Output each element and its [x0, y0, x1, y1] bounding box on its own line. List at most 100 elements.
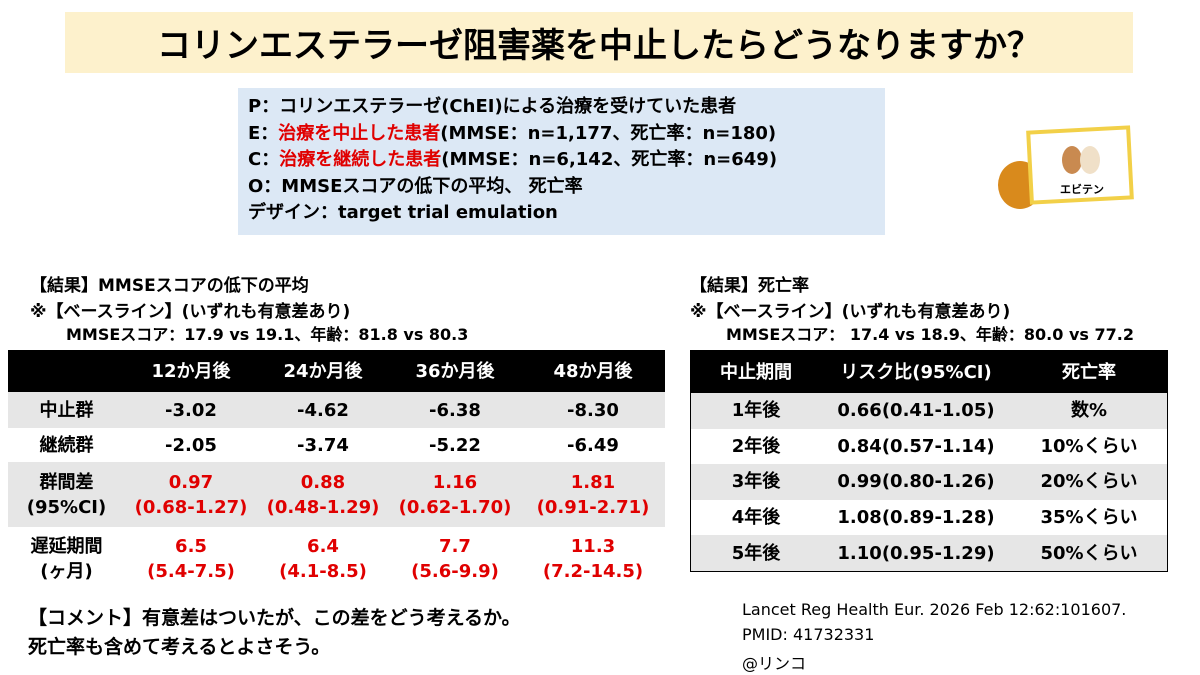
cell-text: (0.91-2.71) [536, 496, 650, 518]
table-cell: -2.05 [125, 428, 257, 462]
right-heading: 【結果】死亡率 [690, 276, 809, 296]
logo-shape [1062, 146, 1082, 174]
table-cell: 5年後 [731, 542, 781, 564]
table-cell: -5.22 [389, 428, 521, 462]
table-cell: -4.62 [257, 392, 389, 428]
table-cell: 1.08(0.89-1.28) [837, 507, 995, 529]
left-baseline-detail: MMSEスコア：17.9 vs 19.1、年齢：81.8 vs 80.3 [66, 325, 469, 344]
comment-line: 【コメント】有意差はついたが、この差をどう考えるか。 [28, 607, 521, 629]
table-cell: 1.16 (0.62-1.70) [389, 462, 521, 527]
column-header: 36か月後 [415, 360, 495, 382]
table-cell: -3.74 [257, 428, 389, 462]
table-cell: 1年後 [731, 400, 781, 422]
row-label: 継続群 [8, 428, 125, 462]
left-baseline: ※【ベースライン】(いずれも有意差あり) [30, 302, 351, 322]
cell-text: 0.88 [300, 471, 346, 493]
cell-text: 11.3 [570, 535, 616, 557]
table-cell: 3年後 [731, 471, 781, 493]
pico-text: O：MMSEスコアの低下の平均、 死亡率 [248, 175, 583, 197]
cell-text: (5.4-7.5) [147, 560, 235, 582]
cell-text: 0.97 [168, 471, 214, 493]
pico-line: C：治療を継続した患者(MMSE：n=6,142、死亡率：n=649) [248, 147, 885, 174]
row-label-text: (ヶ月) [40, 560, 93, 582]
table-cell: 6.4 (4.1-8.5) [257, 527, 389, 590]
citation-line: Lancet Reg Health Eur. 2026 Feb 12:62:10… [742, 600, 1127, 619]
table-row [8, 428, 665, 462]
row-label-text: 継続群 [39, 434, 94, 456]
cell-text: -6.38 [429, 399, 481, 421]
column-header: 48か月後 [553, 360, 633, 382]
column-header: 24か月後 [283, 360, 363, 382]
cell-text: -2.05 [165, 434, 217, 456]
right-baseline-detail: MMSEスコア： 17.4 vs 18.9、年齢：80.0 vs 77.2 [726, 325, 1134, 344]
pico-box: P：コリンエステラーゼ(ChEI)による治療を受けていた患者 E：治療を中止した… [238, 88, 885, 235]
table-cell: 1.10(0.95-1.29) [837, 542, 995, 564]
table-cell: 0.66(0.41-1.05) [837, 400, 995, 422]
cell-text: -3.02 [165, 399, 217, 421]
cell-text: (4.1-8.5) [279, 560, 367, 582]
pico-line: E：治療を中止した患者(MMSE：n=1,177、死亡率：n=180) [248, 121, 885, 148]
header-row [8, 350, 665, 392]
header-row [691, 351, 1167, 393]
table-cell: -6.49 [521, 428, 665, 462]
title: コリンエステラーゼ阻害薬を中止したらどうなりますか？ [157, 26, 1041, 66]
cell-text: 6.4 [307, 535, 339, 557]
table-row [691, 535, 1167, 571]
pico-text: 治療を中止した患者 [278, 122, 441, 144]
table-row [691, 464, 1167, 500]
table-cell: 10%くらい [1040, 435, 1138, 457]
pico-line: P：コリンエステラーゼ(ChEI)による治療を受けていた患者 [248, 94, 885, 121]
table-cell: 0.97 (0.68-1.27) [125, 462, 257, 527]
table-cell: -8.30 [521, 392, 665, 428]
column-header: 中止期間 [720, 361, 792, 383]
pico-text: コリンエステラーゼ(ChEI)による治療を受けていた患者 [279, 96, 737, 117]
cell-text: (0.48-1.29) [266, 496, 380, 518]
row-label: 遅延期間 (ヶ月) [8, 527, 125, 590]
row-label: 中止群 [8, 392, 125, 428]
left-table: 12か月後 24か月後 36か月後 48か月後中止群 -3.02 -4.62 -6.38 -8… [8, 350, 665, 590]
cell-text: (7.2-14.5) [542, 560, 644, 582]
table-row [8, 392, 665, 428]
row-label-text: 中止群 [39, 399, 94, 421]
logo-shape [1080, 146, 1100, 174]
table-cell: 2年後 [731, 435, 781, 457]
table-cell: 11.3 (7.2-14.5) [521, 527, 665, 590]
cell-text: 6.5 [175, 535, 207, 557]
table-cell: -3.02 [125, 392, 257, 428]
pico-text: P： [248, 96, 280, 117]
pico-text: (MMSE：n=6,142、死亡率：n=649) [441, 149, 778, 170]
row-label-text: 遅延期間 [30, 535, 103, 557]
citation-line: @リンコ [742, 654, 807, 673]
pico-text: E： [248, 122, 279, 144]
table-cell: -6.38 [389, 392, 521, 428]
table-cell: 1.81 (0.91-2.71) [521, 462, 665, 527]
table-cell: 7.7 (5.6-9.9) [389, 527, 521, 590]
logo: エビテン [998, 125, 1134, 209]
table-cell: 4年後 [731, 507, 781, 529]
cell-text: (0.62-1.70) [398, 496, 512, 518]
column-header: 死亡率 [1062, 361, 1116, 383]
column-header: リスク比(95%CI) [840, 361, 992, 383]
table-row [691, 393, 1167, 429]
pico-text: (MMSE：n=1,177、死亡率：n=180) [440, 122, 777, 144]
left-heading: 【結果】MMSEスコアの低下の平均 [30, 276, 309, 296]
comment-line: 死亡率も含めて考えるとよさそう。 [28, 636, 331, 658]
cell-text: 7.7 [439, 535, 471, 557]
column-header: 12か月後 [151, 360, 231, 382]
cell-text: 1.81 [570, 471, 616, 493]
table-cell: 50%くらい [1040, 542, 1138, 564]
cell-text: -8.30 [567, 399, 619, 421]
cell-text: -5.22 [429, 434, 481, 456]
citation-line: PMID: 41732331 [742, 625, 875, 644]
table-cell: 0.88 (0.48-1.29) [257, 462, 389, 527]
logo-text: エビテン [1060, 182, 1104, 196]
table-cell: 0.99(0.80-1.26) [837, 471, 995, 493]
cell-text: (0.68-1.27) [134, 496, 248, 518]
row-label-text: (95%CI) [26, 496, 107, 518]
pico-text: デザイン：target trial emulation [248, 202, 558, 223]
table-row [691, 428, 1167, 465]
cell-text: -3.74 [297, 434, 349, 456]
row-label-text: 群間差 [39, 471, 94, 493]
pico-text: C： [248, 149, 280, 170]
